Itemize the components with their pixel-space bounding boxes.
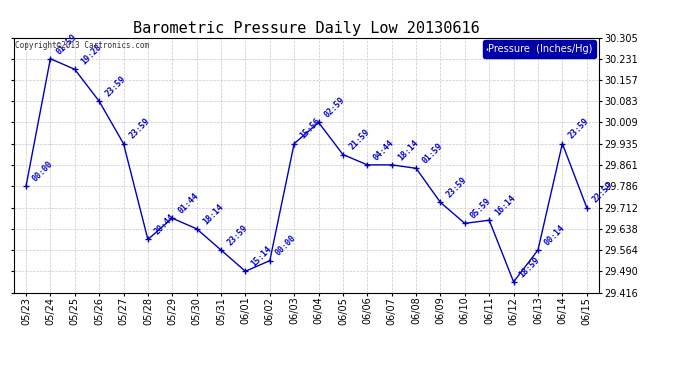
Text: 22:59: 22:59	[591, 181, 615, 205]
Title: Barometric Pressure Daily Low 20130616: Barometric Pressure Daily Low 20130616	[133, 21, 480, 36]
Text: 01:59: 01:59	[55, 32, 79, 56]
Text: 18:14: 18:14	[201, 202, 225, 226]
Text: 23:59: 23:59	[104, 74, 128, 98]
Text: 15:14: 15:14	[250, 244, 274, 268]
Text: 19:28: 19:28	[79, 42, 103, 66]
Text: 01:59: 01:59	[420, 141, 444, 165]
Text: 00:00: 00:00	[30, 159, 55, 184]
Text: 23:59: 23:59	[128, 117, 152, 141]
Text: 23:59: 23:59	[444, 176, 469, 200]
Text: 18:14: 18:14	[396, 138, 420, 162]
Text: Copyright©2013 Cartronics.com: Copyright©2013 Cartronics.com	[15, 41, 149, 50]
Text: 18:59: 18:59	[518, 255, 542, 279]
Text: 00:14: 00:14	[542, 223, 566, 247]
Text: 15:56: 15:56	[298, 117, 322, 141]
Text: 16:14: 16:14	[493, 194, 518, 217]
Text: 23:59: 23:59	[566, 117, 591, 141]
Text: 20:44: 20:44	[152, 213, 176, 237]
Legend: Pressure  (Inches/Hg): Pressure (Inches/Hg)	[483, 40, 596, 58]
Text: 01:44: 01:44	[177, 191, 201, 215]
Text: 02:59: 02:59	[323, 96, 347, 120]
Text: 00:00: 00:00	[274, 234, 298, 258]
Text: 21:59: 21:59	[347, 128, 371, 152]
Text: 04:44: 04:44	[371, 138, 395, 162]
Text: 23:59: 23:59	[225, 223, 249, 247]
Text: 05:59: 05:59	[469, 196, 493, 220]
